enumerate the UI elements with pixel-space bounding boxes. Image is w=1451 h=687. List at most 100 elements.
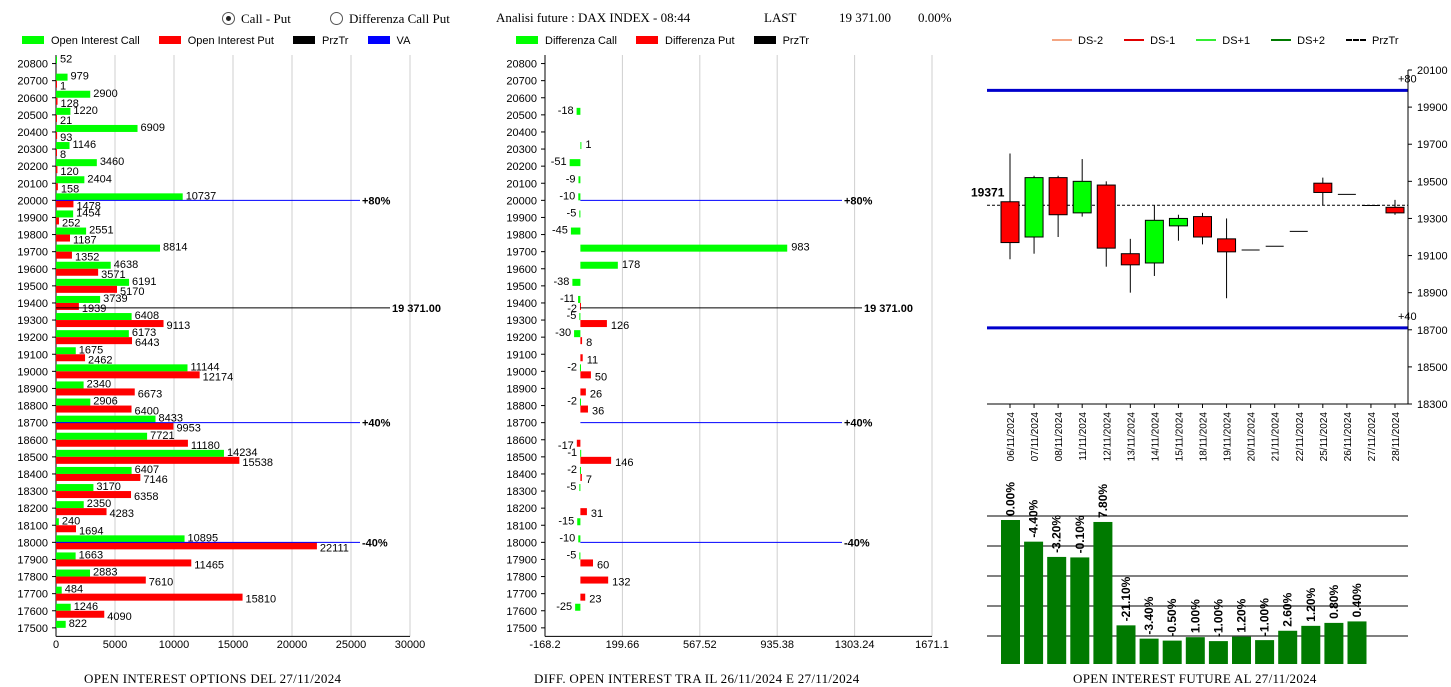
diff-call-bar xyxy=(578,193,581,201)
call-value-label: 1246 xyxy=(74,601,98,613)
put-value-label: 9953 xyxy=(176,423,200,435)
y-tick-label: 20400 xyxy=(17,127,48,139)
diff-call-bar xyxy=(572,278,581,286)
put-bar xyxy=(56,268,99,276)
y-tick-label: 19800 xyxy=(17,230,48,242)
put-bar xyxy=(56,80,57,88)
call-bar xyxy=(56,381,84,389)
put-value-label: 158 xyxy=(61,183,79,195)
legend-line xyxy=(1052,39,1072,41)
put-bar xyxy=(56,217,59,225)
future-oi-label: -21.10% xyxy=(1119,576,1133,621)
y-tick-label: 18400 xyxy=(17,469,48,481)
call-bar xyxy=(56,432,148,440)
y-tick-label: 17800 xyxy=(506,572,537,584)
future-oi-label: -3.40% xyxy=(1142,596,1156,634)
y-tick-label: 18100 xyxy=(17,520,48,532)
candle-up xyxy=(1168,217,1188,227)
y-tick-label: 17900 xyxy=(506,554,537,566)
put-bar xyxy=(56,405,132,413)
reference-label: -40% xyxy=(844,537,870,549)
y-tick-label: 20100 xyxy=(17,178,48,190)
put-value-label: 1694 xyxy=(79,525,103,537)
chart-title-mid: DIFF. OPEN INTEREST TRA IL 26/11/2024 E … xyxy=(534,671,860,686)
candle-up xyxy=(1072,180,1092,214)
put-value-label: 2462 xyxy=(88,354,112,366)
y-tick-label: 19100 xyxy=(17,349,48,361)
diff-call-bar xyxy=(575,603,581,611)
put-value-label: 6443 xyxy=(135,337,159,349)
diff-call-bar xyxy=(570,227,581,235)
put-value-label: 1478 xyxy=(76,200,100,212)
diff-call-bar xyxy=(580,142,582,150)
put-bar xyxy=(56,371,200,379)
legend-item: DS-1 xyxy=(1124,35,1175,47)
put-bar xyxy=(56,593,243,601)
future-oi-bar xyxy=(1116,625,1136,664)
legend-item: DS-2 xyxy=(1052,35,1103,47)
diff-put-bar xyxy=(580,405,588,413)
put-value-label: 1352 xyxy=(75,252,99,264)
call-value-label: 2404 xyxy=(87,173,111,185)
legend-item: Differenza Put xyxy=(636,35,735,47)
radio-call-put-label: Call - Put xyxy=(241,11,291,26)
y-tick-label: 19900 xyxy=(1417,102,1448,114)
candle-down xyxy=(1193,216,1212,238)
chart-title-left: OPEN INTEREST OPTIONS DEL 27/11/2024 xyxy=(84,671,342,686)
call-bar xyxy=(56,295,101,303)
radio-call-put[interactable]: Call - Put xyxy=(222,11,291,27)
diff-put-bar xyxy=(579,302,581,310)
call-bar xyxy=(56,535,185,543)
diff-put-bar xyxy=(580,337,583,345)
diff-value-label: -2 xyxy=(567,361,577,373)
call-bar xyxy=(56,518,59,526)
candle-down xyxy=(1000,201,1020,244)
x-tick-label: 28/11/2024 xyxy=(1391,412,1402,462)
call-bar xyxy=(56,347,76,355)
diff-put-bar xyxy=(580,388,586,396)
call-bar xyxy=(56,552,76,560)
x-tick-label: 10000 xyxy=(159,639,190,651)
x-tick-label: 567.52 xyxy=(683,639,717,651)
x-tick-label: -168.2 xyxy=(529,639,560,651)
diff-call-bar xyxy=(579,210,581,218)
x-tick-label: 19/11/2024 xyxy=(1223,412,1234,462)
put-bar xyxy=(56,285,118,293)
future-oi-bar xyxy=(1185,637,1205,664)
diff-value-label: 8 xyxy=(586,337,592,349)
legend-swatch xyxy=(516,36,538,44)
y-tick-label: 20200 xyxy=(17,161,48,173)
call-value-label: 822 xyxy=(69,618,87,630)
put-bar xyxy=(56,320,164,328)
y-tick-label: 19500 xyxy=(1417,176,1448,188)
call-value-label: 3739 xyxy=(103,293,127,305)
diff-call-bar xyxy=(577,518,581,526)
call-bar xyxy=(56,415,156,423)
radio-diff-call-put[interactable]: Differenza Call Put xyxy=(330,11,450,27)
call-value-label: 8814 xyxy=(163,242,187,254)
legend-swatch xyxy=(367,36,390,44)
call-value-label: 52 xyxy=(60,54,72,66)
diff-call-bar xyxy=(578,295,581,303)
call-value-label: 2340 xyxy=(87,378,111,390)
call-value-label: 6909 xyxy=(141,122,165,134)
call-bar xyxy=(56,330,129,338)
x-tick-label: 27/11/2024 xyxy=(1367,412,1378,462)
call-bar xyxy=(56,364,188,372)
put-bar xyxy=(56,337,133,345)
call-value-label: 1663 xyxy=(79,549,103,561)
call-value-label: 1675 xyxy=(79,344,103,356)
diff-value-label: -38 xyxy=(553,276,569,288)
legend-right: DS-2 DS-1 DS+1 DS+2 PrzTr xyxy=(1052,35,1399,47)
candle-up xyxy=(1024,177,1044,238)
x-tick-label: 06/11/2024 xyxy=(1006,412,1017,462)
put-value-label: 7146 xyxy=(143,474,167,486)
x-tick-label: 20000 xyxy=(277,639,308,651)
diff-value-label: 178 xyxy=(622,259,640,271)
y-tick-label: 19500 xyxy=(506,281,537,293)
call-bar xyxy=(56,159,97,167)
diff-call-bar xyxy=(578,535,581,543)
diff-value-label: 11 xyxy=(587,354,598,366)
future-oi-bar xyxy=(1047,556,1067,664)
y-tick-label: 19100 xyxy=(506,349,537,361)
